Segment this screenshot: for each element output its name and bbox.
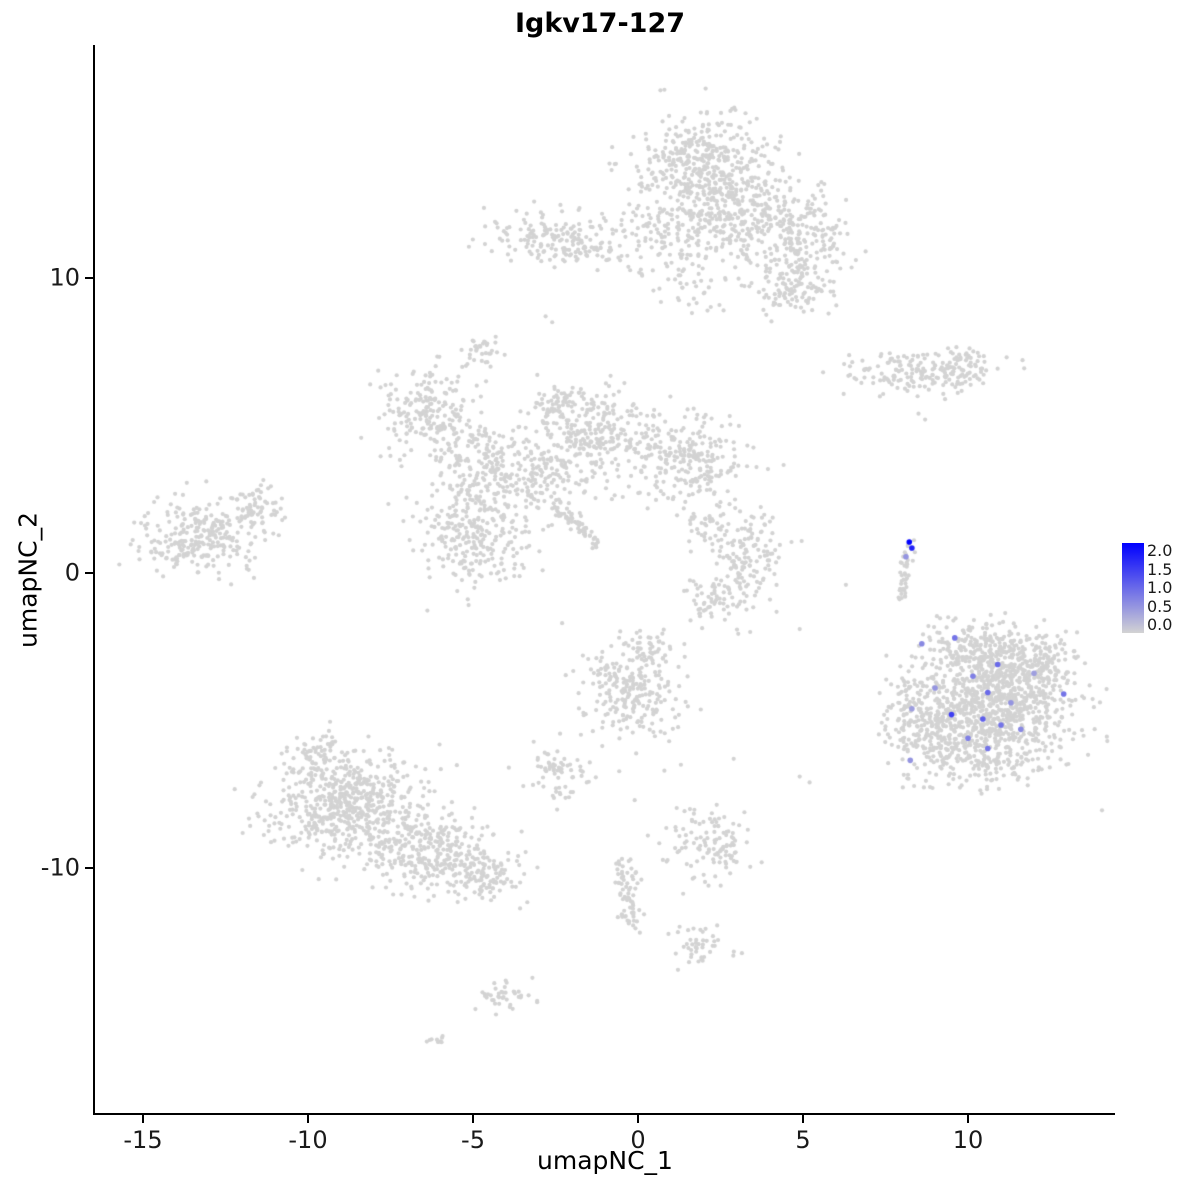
y-tick-mark xyxy=(85,572,93,574)
y-tick-mark xyxy=(85,867,93,869)
legend-tick-label: 2.0 xyxy=(1147,541,1173,560)
x-tick-mark xyxy=(472,1115,474,1123)
legend-gradient-bar xyxy=(1122,543,1144,633)
y-tick-label: 10 xyxy=(49,263,80,292)
legend-tick-label: 0.5 xyxy=(1147,596,1173,616)
x-tick-label: 10 xyxy=(952,1126,984,1154)
expression-legend: 2.0 1.5 1.0 0.5 0.0 xyxy=(1122,543,1172,633)
x-tick-label: -10 xyxy=(288,1126,328,1154)
x-tick-label: -5 xyxy=(461,1126,485,1154)
x-tick-mark xyxy=(142,1115,144,1123)
legend-tick-label: 1.0 xyxy=(1147,578,1173,597)
x-tick-label: 5 xyxy=(795,1126,811,1154)
y-tick-label: -10 xyxy=(40,853,80,882)
x-tick-mark xyxy=(637,1115,639,1123)
y-tick-label: 0 xyxy=(64,558,80,587)
x-tick-mark xyxy=(967,1115,969,1123)
legend-tick-label: 1.5 xyxy=(1147,559,1173,579)
y-tick-mark xyxy=(85,277,93,279)
x-axis-label: umapNC_1 xyxy=(537,1146,673,1175)
x-tick-mark xyxy=(307,1115,309,1123)
x-tick-label: -15 xyxy=(123,1126,163,1154)
y-axis-line xyxy=(93,45,95,1115)
legend-tick-labels: 2.0 1.5 1.0 0.5 0.0 xyxy=(1147,543,1172,633)
x-tick-mark xyxy=(802,1115,804,1123)
x-axis-line xyxy=(93,1113,1115,1115)
x-tick-label: 0 xyxy=(630,1126,646,1154)
legend-tick-label: 0.0 xyxy=(1147,615,1173,634)
